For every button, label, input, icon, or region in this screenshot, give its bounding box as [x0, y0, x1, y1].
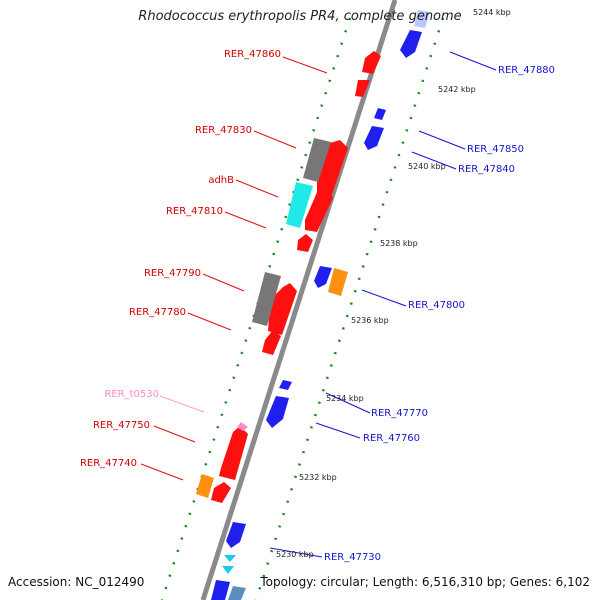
track-dots — [160, 17, 445, 600]
left-gene-labels: RER_47860 RER_47830 adhB RER_47810 RER_4… — [80, 49, 281, 469]
map-title: Rhodococcus erythropolis PR4, complete g… — [138, 9, 462, 24]
gene-shape-rer-47800 — [314, 266, 332, 288]
gray-gene-2 — [252, 272, 281, 326]
gene-shape-rer-47780b — [262, 330, 281, 355]
gene-shape-rer-47750 — [219, 426, 248, 480]
tick-label: 5236 kbp — [351, 316, 389, 325]
orange-gene-1 — [328, 268, 348, 296]
gene-shape-rer-47770 — [279, 380, 292, 390]
gene-label[interactable]: RER_47730 — [324, 552, 381, 563]
other-genes — [196, 138, 348, 574]
gene-shape-rer-47740 — [211, 482, 231, 503]
gene-label[interactable]: RER_47800 — [408, 300, 465, 311]
gene-shape-rer-47860b — [355, 80, 370, 97]
right-leader-lines — [269, 51, 497, 558]
gene-label[interactable]: RER_47840 — [458, 164, 515, 175]
reverse-genes — [211, 10, 430, 600]
tick-label: 5232 kbp — [299, 473, 337, 482]
tick-label: 5230 kbp — [276, 550, 314, 559]
gene-label[interactable]: RER_47860 — [224, 49, 281, 60]
gene-label[interactable]: RER_47880 — [498, 65, 555, 76]
cyan-small-1 — [224, 555, 236, 562]
tick-label: 5244 kbp — [473, 8, 511, 17]
gene-label[interactable]: RER_47770 — [371, 408, 428, 419]
gene-shape-rer-47760 — [266, 396, 289, 428]
genome-backbone — [200, 0, 398, 600]
gene-shape-rer-47880 — [400, 30, 422, 58]
tick-labels: 5244 kbp 5242 kbp 5240 kbp 5238 kbp 5236… — [276, 8, 511, 559]
gene-shape-rer-47860 — [362, 51, 381, 74]
topology-text: Topology: circular; Length: 6,516,310 bp… — [260, 575, 590, 589]
gene-label[interactable]: RER_47830 — [195, 125, 252, 136]
gene-shape-rer-47810b — [297, 234, 313, 252]
left-leader-lines — [140, 56, 328, 481]
trna-leader-line — [159, 395, 205, 413]
gene-label[interactable]: RER_47750 — [93, 420, 150, 431]
gene-label[interactable]: RER_47850 — [467, 144, 524, 155]
right-gene-labels: RER_47880 RER_47850 RER_47840 RER_47800 … — [324, 65, 555, 563]
gray-gene-1 — [303, 138, 331, 182]
gene-label[interactable]: RER_47790 — [144, 268, 201, 279]
gene-shape-rer-47810 — [305, 188, 333, 232]
cyan-small-2 — [222, 566, 234, 574]
orange-gene-2 — [196, 474, 214, 498]
gene-shape-rer-47730b — [211, 580, 230, 600]
gene-label[interactable]: RER_47780 — [129, 307, 186, 318]
gene-label[interactable]: adhB — [208, 175, 234, 186]
gene-shape-rer-47850 — [374, 108, 386, 120]
accession-text: Accession: NC_012490 — [8, 575, 145, 589]
gene-shape-rer-47730c — [228, 586, 246, 600]
gene-label[interactable]: RER_t0530 — [104, 389, 159, 400]
gene-shape-rer-47840 — [364, 126, 384, 150]
gene-label[interactable]: RER_47810 — [166, 206, 223, 217]
tick-label: 5242 kbp — [438, 85, 476, 94]
cyan-gene — [286, 182, 313, 228]
tick-label: 5234 kbp — [326, 394, 364, 403]
gene-label[interactable]: RER_47740 — [80, 458, 137, 469]
tick-label: 5238 kbp — [380, 239, 418, 248]
tick-label: 5240 kbp — [408, 162, 446, 171]
gene-label[interactable]: RER_47760 — [363, 433, 420, 444]
gene-shape-rer-47730 — [226, 522, 246, 548]
gene-shape-rer-47880b — [414, 10, 430, 28]
trna-gene — [237, 422, 248, 431]
